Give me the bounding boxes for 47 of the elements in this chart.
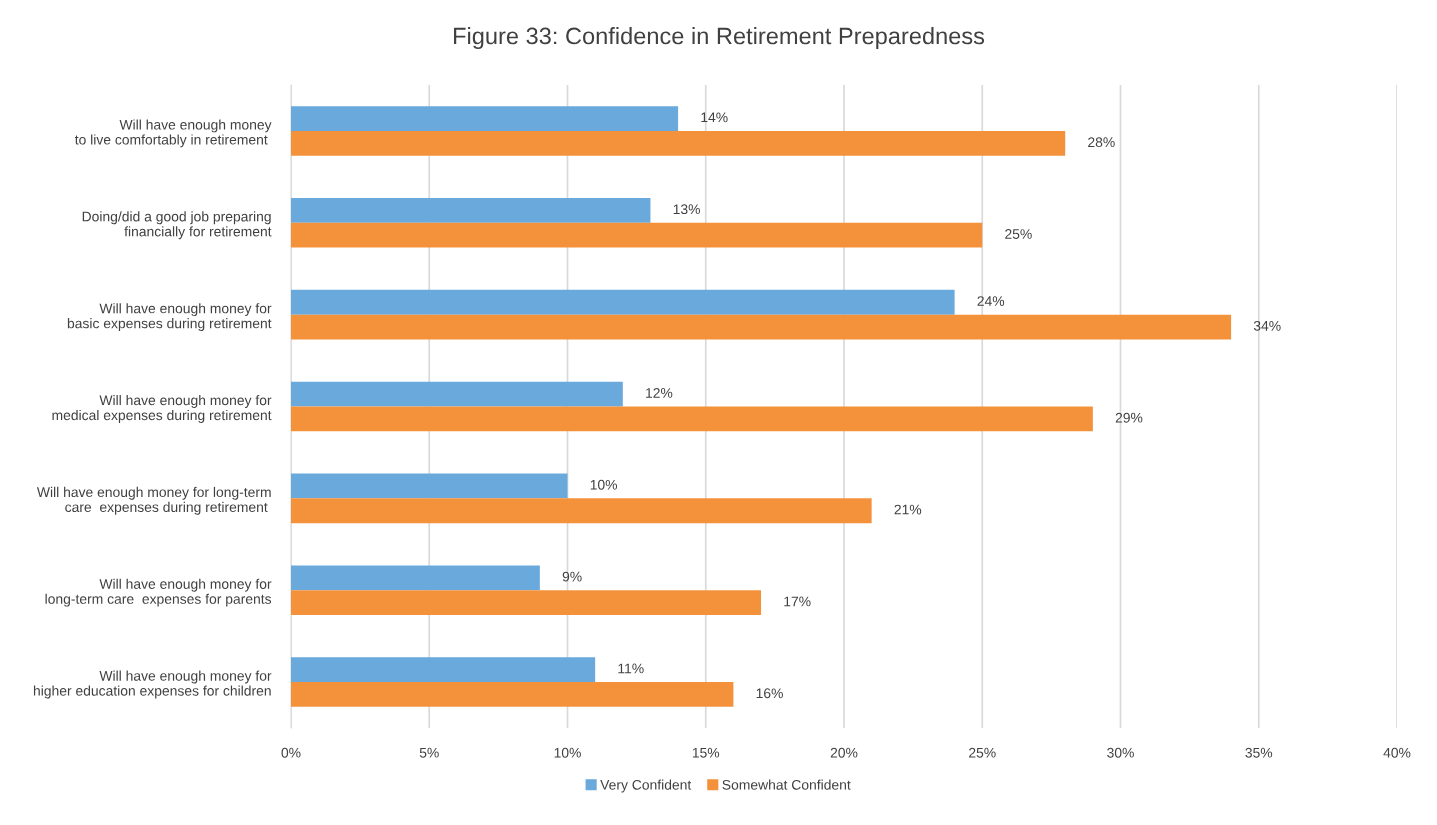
- data-label: 14%: [701, 112, 728, 123]
- bar: [291, 314, 1232, 340]
- y-tick-label: Will have enough money for medical expenses during retirement: [52, 394, 272, 423]
- y-tick-label: Will have enough money to live comfortably in retirement: [74, 119, 272, 148]
- data-label: 16%: [756, 688, 783, 699]
- y-tick-label: Will have enough money for long-term care expenses during retirement: [36, 486, 271, 515]
- y-tick-label: Will have enough money for higher education expenses for children: [33, 670, 272, 699]
- data-label: 25%: [1005, 229, 1032, 239]
- data-label: 9%: [562, 571, 582, 582]
- bar: [291, 197, 651, 223]
- data-label: 13%: [673, 204, 700, 215]
- x-tick-label: 25%: [969, 747, 996, 758]
- x-tick-label: 40%: [1383, 747, 1411, 758]
- legend-label: Very Confident: [600, 779, 692, 793]
- legend-label: Somewhat Confident: [722, 779, 851, 790]
- data-label: 34%: [1253, 320, 1281, 331]
- data-label: 29%: [1115, 412, 1143, 423]
- data-label: 21%: [894, 504, 922, 515]
- x-tick-label: 20%: [830, 747, 858, 758]
- data-label: 11%: [618, 663, 644, 674]
- bar: [291, 106, 679, 131]
- data-label: 24%: [977, 296, 1005, 306]
- y-tick-label: Will have enough money for basic expenses during retirement: [67, 303, 272, 332]
- x-tick-label: 10%: [554, 747, 581, 758]
- data-label: 17%: [784, 596, 811, 607]
- y-tick-label: Doing/did a good job preparing financially for retirement: [82, 211, 272, 240]
- x-tick-label: 30%: [1107, 747, 1134, 758]
- x-tick-label: 15%: [692, 747, 720, 758]
- bar: [291, 565, 540, 591]
- bar: [291, 406, 1093, 432]
- x-tick-label: 35%: [1245, 747, 1273, 758]
- bar: [291, 130, 1066, 156]
- bar: [291, 682, 734, 707]
- bar: [291, 381, 623, 407]
- bar: [291, 473, 568, 499]
- y-tick-label: Will have enough money for long-term care expenses for parents: [45, 578, 272, 607]
- bar: [291, 657, 596, 683]
- data-label: 12%: [646, 387, 673, 398]
- chart-title: Figure 33: Confidence in Retirement Preparedness: [454, 27, 985, 50]
- x-tick-label: 5%: [419, 747, 439, 758]
- x-tick-label: 0%: [281, 747, 301, 758]
- data-label: 10%: [590, 479, 618, 490]
- bar: [291, 222, 983, 248]
- bar: [291, 590, 762, 616]
- bar: [291, 498, 872, 524]
- bar: [291, 289, 955, 315]
- data-label: 28%: [1088, 137, 1115, 148]
